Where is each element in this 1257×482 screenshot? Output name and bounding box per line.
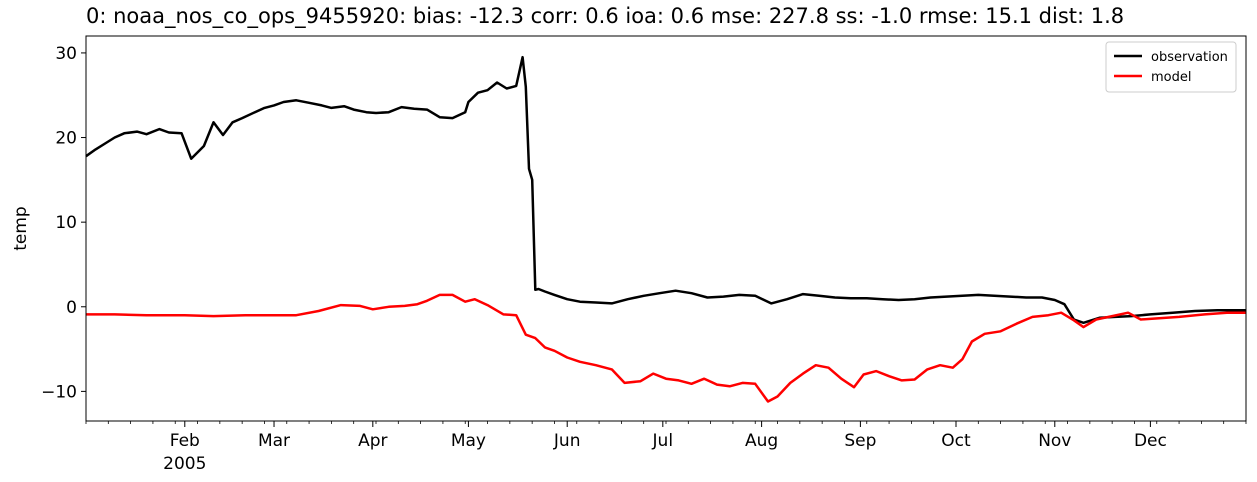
legend-label-model: model bbox=[1151, 70, 1191, 85]
y-axis-label: temp bbox=[11, 206, 31, 250]
series-line-observation bbox=[85, 55, 1246, 325]
y-tick-label: −10 bbox=[41, 382, 77, 402]
x-tick-label: Oct bbox=[941, 431, 971, 451]
x-tick-label: Sep bbox=[844, 431, 876, 451]
legend-box bbox=[1105, 41, 1237, 93]
series-line-model bbox=[86, 293, 1246, 403]
y-tick-label: 20 bbox=[55, 129, 77, 149]
y-axis: −10 0 10 20 30 bbox=[41, 44, 86, 402]
x-axis: Feb 2005 Mar Apr May Jun Jul Aug Sep Oct Nov Dec bbox=[85, 421, 1247, 474]
y-tick-label: 30 bbox=[55, 44, 77, 64]
y-tick-label: 0 bbox=[66, 298, 77, 318]
x-tick-label: Dec bbox=[1134, 431, 1167, 451]
x-tick-label: Apr bbox=[358, 431, 387, 451]
x-tick-label: May bbox=[451, 431, 486, 451]
chart-title: 0: noaa_nos_co_ops_9455920: bias: -12.3 … bbox=[86, 4, 1125, 28]
plot-frame bbox=[85, 35, 1247, 422]
x-tick-label: Jul bbox=[652, 431, 674, 451]
x-tick-label: Mar bbox=[258, 431, 290, 451]
legend: observation model bbox=[1105, 41, 1237, 93]
y-tick-label: 10 bbox=[55, 213, 77, 233]
x-tick-label: Aug bbox=[745, 431, 778, 451]
series-lines bbox=[85, 55, 1246, 403]
x-tick-label: Nov bbox=[1038, 431, 1071, 451]
x-tick-sublabel: 2005 bbox=[163, 454, 206, 474]
x-tick-label: Jun bbox=[553, 431, 581, 451]
legend-label-observation: observation bbox=[1151, 50, 1228, 65]
x-tick-label: Feb bbox=[170, 431, 200, 451]
